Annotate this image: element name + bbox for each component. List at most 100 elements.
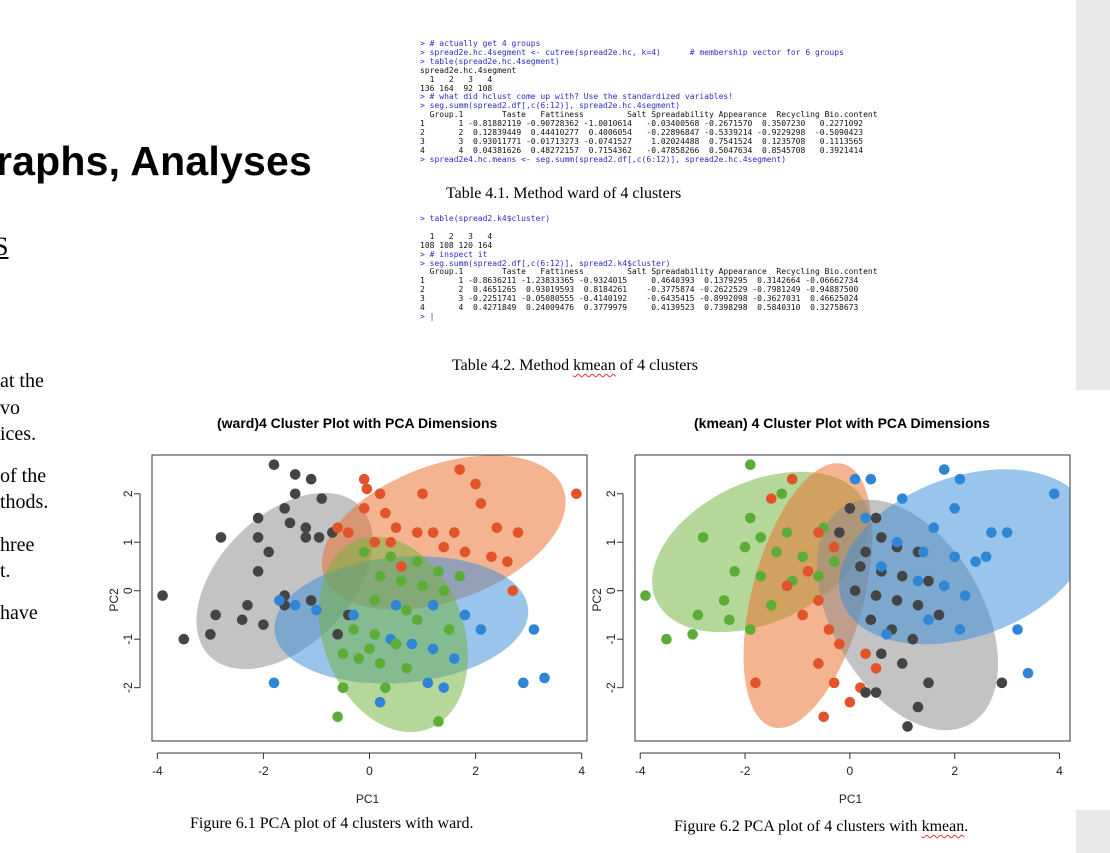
orange-cluster-point: [797, 609, 809, 621]
gray-cluster-point: [252, 512, 264, 524]
gray-cluster-point: [242, 599, 253, 611]
gray-cluster-point: [996, 677, 1008, 689]
green-cluster-point: [411, 556, 423, 567]
orange-cluster-point: [385, 536, 397, 548]
orange-cluster-point: [417, 488, 428, 500]
gray-cluster-point: [876, 532, 887, 543]
section-subheading: S: [0, 232, 9, 261]
chart-title: (ward)4 Cluster Plot with PCA Dimensions: [217, 415, 498, 431]
green-cluster-point: [337, 682, 349, 693]
green-cluster-point: [692, 609, 704, 621]
orange-cluster-point: [786, 473, 798, 485]
green-cluster-point: [661, 633, 672, 645]
console-output-line: spread2e.hc.4segment: [420, 65, 517, 75]
blue-cluster-point: [917, 546, 929, 558]
gray-cluster-point: [252, 532, 264, 543]
x-tick-label: 4: [578, 764, 585, 778]
orange-cluster-point: [512, 527, 524, 538]
x-tick-label: -2: [740, 764, 751, 778]
blue-cluster-point: [954, 473, 966, 485]
console-output-line: 2 2 0.12839449 0.44410277 0.4006054 -0.2…: [420, 128, 864, 138]
orange-cluster-point: [332, 522, 343, 534]
green-cluster-point: [724, 614, 735, 626]
scrollbar-thumb[interactable]: [1076, 390, 1110, 810]
blue-cluster-point: [475, 624, 487, 635]
orange-cluster-point: [396, 561, 407, 572]
orange-cluster-point: [390, 522, 402, 534]
blue-cluster-point: [422, 677, 434, 689]
gray-cluster-point: [860, 546, 871, 558]
blue-cluster-point: [891, 536, 903, 548]
orange-cluster-point: [502, 556, 513, 567]
gray-cluster-point: [896, 658, 908, 669]
gray-cluster-point: [870, 687, 882, 698]
gray-cluster-point: [316, 493, 328, 504]
x-tick-label: -4: [152, 764, 163, 778]
body-text-fragment: thods.: [0, 491, 49, 513]
green-cluster-point: [771, 546, 782, 558]
gray-cluster-point: [865, 614, 877, 626]
gray-cluster-point: [896, 570, 908, 582]
x-tick-label: 2: [951, 764, 958, 778]
gray-cluster-point: [205, 629, 216, 640]
orange-cluster-point: [834, 638, 845, 650]
gray-cluster-point: [902, 721, 913, 732]
green-cluster-point: [396, 575, 407, 587]
blue-cluster-point: [970, 556, 981, 567]
blue-cluster-point: [881, 629, 892, 640]
chart-title: (kmean) 4 Cluster Plot with PCA Dimensio…: [694, 415, 990, 431]
blue-cluster-point: [986, 527, 997, 538]
gray-cluster-point: [236, 614, 248, 626]
y-tick-label: 0: [121, 587, 135, 594]
gray-cluster-point: [157, 590, 168, 601]
blue-cluster-point: [268, 677, 280, 689]
green-cluster-point: [401, 662, 412, 674]
body-text-fragment: of the: [0, 465, 47, 487]
gray-cluster-point: [912, 599, 924, 611]
console-output-line: 1 2 3 4: [420, 74, 493, 84]
orange-cluster-point: [571, 488, 582, 500]
body-text-fragment: at the: [0, 370, 44, 392]
green-cluster-point: [411, 614, 423, 626]
green-cluster-point: [765, 599, 777, 611]
blue-cluster-point: [959, 590, 971, 601]
x-tick-label: 2: [472, 764, 479, 778]
console-output-line: 4 4 0.04381626 0.48272157 0.7154362 -0.4…: [420, 145, 864, 155]
blue-cluster-point: [406, 638, 418, 650]
gray-cluster-point: [289, 488, 301, 500]
gray-cluster-point: [912, 701, 924, 713]
orange-cluster-point: [369, 536, 381, 548]
gray-cluster-point: [870, 590, 882, 601]
spellcheck-word: kmean: [573, 357, 616, 374]
blue-cluster-point: [1048, 488, 1060, 500]
orange-cluster-point: [486, 551, 497, 563]
blue-cluster-point: [311, 604, 322, 616]
scrollbar-track-lower[interactable]: [1076, 812, 1110, 853]
pca-chart-kmean: (kmean) 4 Cluster Plot with PCA Dimensio…: [590, 415, 1071, 806]
gray-cluster-point: [834, 527, 845, 538]
console-output-line: Group.1 Taste Fattiness Salt Spreadabili…: [420, 110, 878, 120]
blue-cluster-point: [274, 595, 285, 606]
orange-cluster-point: [454, 464, 465, 475]
gray-cluster-point: [300, 522, 312, 534]
green-cluster-point: [687, 629, 698, 640]
orange-cluster-point: [438, 541, 450, 553]
orange-cluster-point: [361, 483, 373, 495]
gray-cluster-point: [923, 575, 934, 587]
green-cluster-point: [745, 459, 756, 470]
orange-cluster-point: [813, 658, 824, 669]
console-command-line: > # actually get 4 groups: [420, 39, 541, 48]
blue-cluster-point: [876, 561, 887, 572]
blue-cluster-point: [449, 653, 460, 664]
console-output-line: 1 2 3 4: [420, 231, 493, 241]
blue-cluster-point: [1022, 667, 1034, 679]
figure-caption-ward: Figure 6.1 PCA plot of 4 clusters with w…: [190, 815, 474, 832]
blue-cluster-point: [949, 503, 960, 514]
blue-cluster-point: [528, 624, 540, 635]
orange-cluster-point: [823, 624, 835, 635]
y-axis-label: PC2: [107, 588, 121, 612]
console-output-line: 136 164 92 108: [420, 83, 493, 93]
gray-cluster-point: [923, 677, 934, 689]
gray-cluster-point: [849, 585, 861, 597]
blue-cluster-point: [348, 609, 359, 621]
